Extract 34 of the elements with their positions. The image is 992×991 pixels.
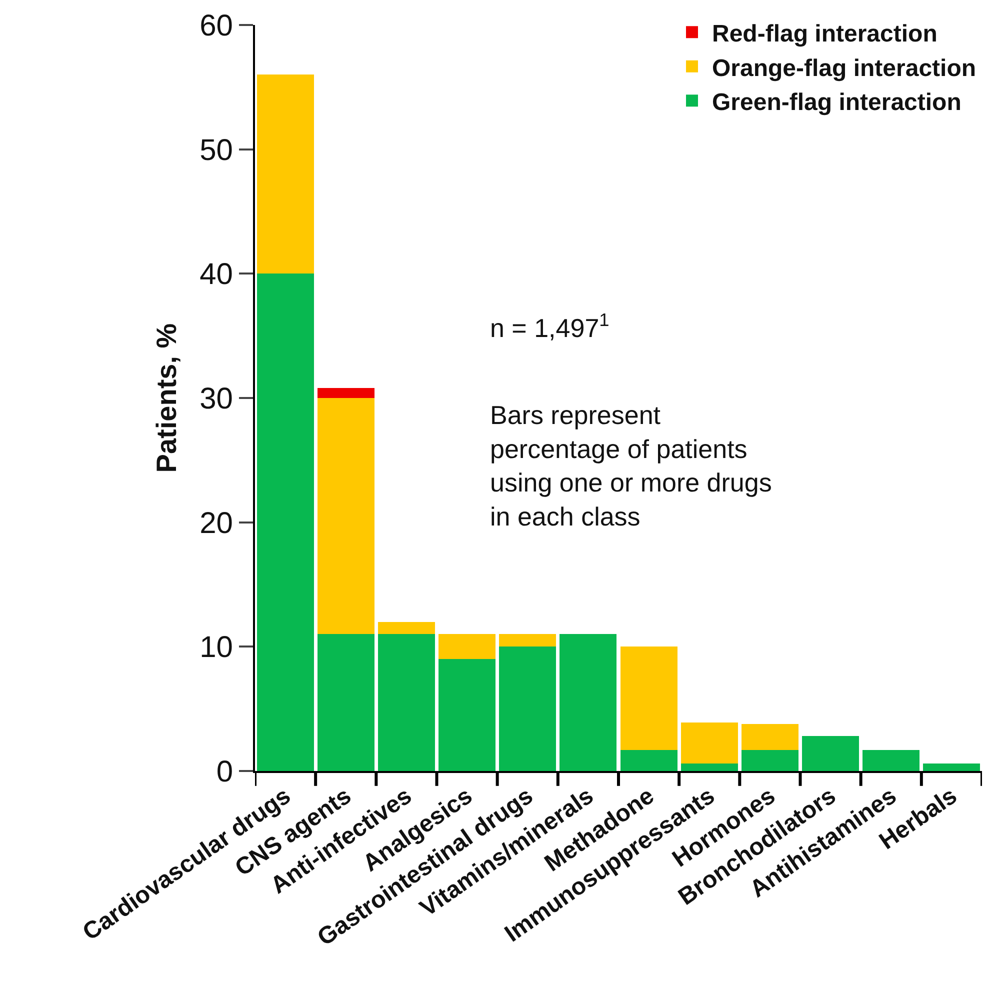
bar (499, 646, 556, 771)
bar (438, 634, 496, 660)
y-tick-label: 30 (200, 382, 233, 416)
y-tick-label: 20 (200, 506, 233, 540)
bar (438, 659, 496, 771)
bar (317, 398, 374, 634)
annotation: n = 1,497$^{1}$ (490, 310, 610, 343)
legend-label: Orange-flag interaction (712, 54, 976, 82)
bar (802, 736, 860, 771)
bar (378, 622, 435, 634)
y-tick-label: 60 (200, 10, 233, 42)
bar (741, 750, 798, 771)
bar (680, 722, 738, 764)
y-tick-label: 40 (200, 258, 233, 292)
y-tick-label: 10 (200, 631, 233, 664)
bar (680, 764, 738, 771)
bar (317, 388, 374, 398)
y-tick-label: 50 (200, 134, 233, 167)
bar (620, 646, 678, 750)
bar (620, 750, 678, 771)
y-axis-title: Patients, % (150, 323, 182, 473)
bar (317, 634, 374, 771)
bar (741, 724, 798, 750)
bar (256, 274, 314, 771)
legend-label: Green-flag interaction (712, 88, 962, 116)
bar (923, 764, 980, 771)
legend-label: Red-flag interaction (712, 20, 938, 48)
bar (378, 634, 435, 771)
bar (499, 634, 556, 647)
annotation: Bars represent percentage of patients using one or more drugs in each class (490, 400, 772, 532)
bar (862, 750, 920, 771)
y-tick-label: 0 (216, 756, 233, 788)
bar (560, 634, 617, 771)
bar (256, 74, 314, 274)
